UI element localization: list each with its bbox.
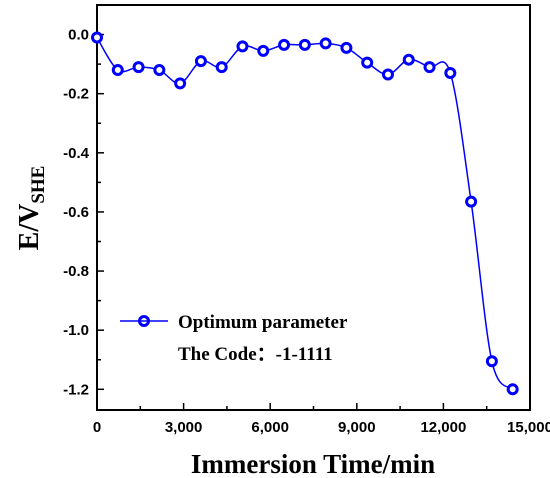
y-tick-label: -1.0: [63, 322, 89, 339]
data-point: [465, 195, 478, 208]
legend-label: Optimum parameter: [178, 312, 348, 333]
data-point: [485, 355, 498, 368]
legend-marker: [138, 315, 150, 327]
data-point: [506, 383, 519, 396]
data-point: [174, 77, 187, 90]
series-curve: [96, 37, 514, 390]
data-point: [278, 38, 291, 51]
y-tick-label: -0.2: [63, 86, 89, 103]
x-tick-label: 9,000: [338, 419, 376, 436]
y-tick-label: 0.0: [68, 27, 89, 44]
tick-labels: 0 3,000 6,000 9,000 12,000 15,000 0.0 -0.2 -0.4 -…: [63, 27, 550, 436]
data-point: [319, 37, 332, 50]
y-axis-title: E/VSHE: [14, 166, 49, 251]
series-points: [91, 31, 519, 396]
data-point: [215, 61, 228, 74]
data-point: [423, 61, 436, 74]
x-tick-label: 3,000: [165, 419, 203, 436]
data-point: [153, 64, 166, 77]
y-tick-label: -0.4: [63, 145, 90, 162]
data-point: [91, 31, 103, 44]
y-axis-title-main: E/V: [14, 204, 45, 251]
y-tick-label: -0.6: [63, 204, 89, 221]
y-tick-label: -0.8: [63, 263, 89, 280]
data-point: [257, 44, 270, 57]
data-point: [298, 38, 311, 51]
data-point: [340, 41, 353, 54]
data-point: [194, 55, 207, 68]
data-point: [236, 40, 249, 53]
y-axis-title-subscript: SHE: [28, 166, 49, 204]
x-tick-label: 12,000: [420, 419, 466, 436]
data-point: [444, 66, 457, 79]
legend: Optimum parameter The Code：-1-1111: [120, 312, 348, 365]
x-tick-label: 6,000: [251, 419, 289, 436]
y-tick-label: -1.2: [63, 381, 89, 398]
y-axis-title-group: E/VSHE: [14, 166, 49, 251]
x-tick-label: 0: [93, 419, 101, 436]
data-point: [402, 53, 415, 66]
series-line: [96, 37, 514, 390]
x-axis-title: Immersion Time/min: [191, 449, 435, 478]
data-point: [361, 56, 374, 69]
data-point: [111, 64, 124, 77]
data-point: [381, 68, 394, 81]
legend-code: The Code：-1-1111: [178, 344, 333, 365]
data-point: [132, 61, 145, 74]
x-tick-label: 15,000: [507, 419, 550, 436]
